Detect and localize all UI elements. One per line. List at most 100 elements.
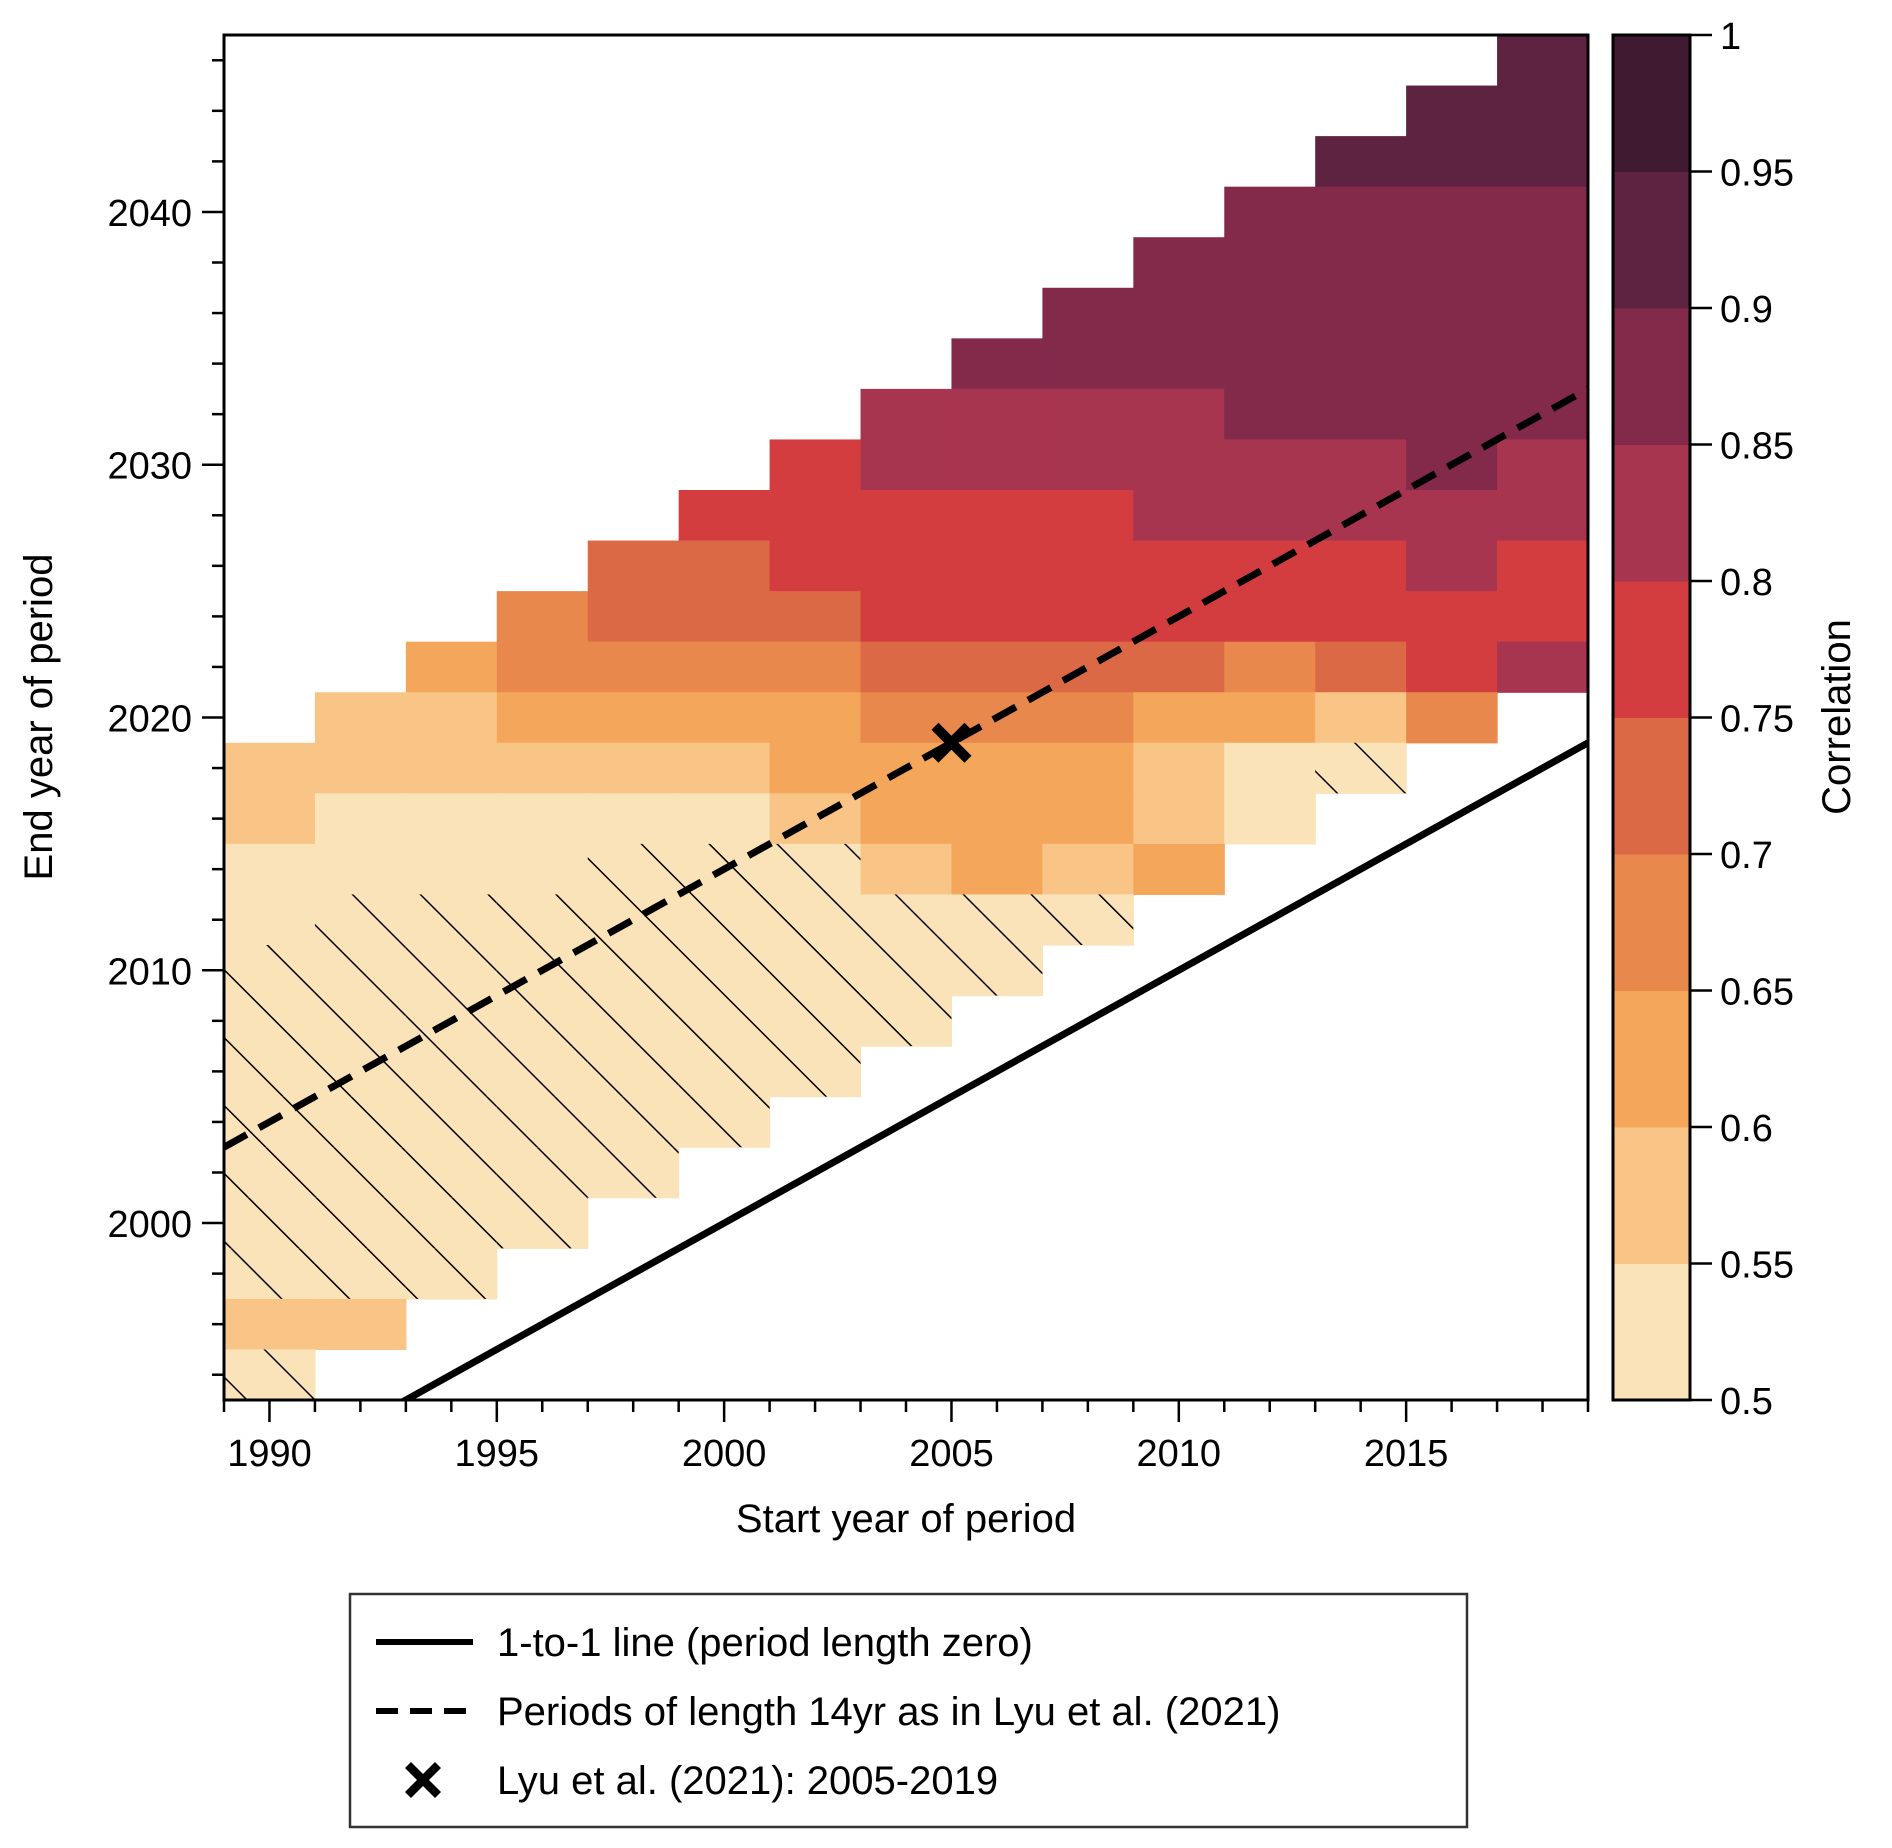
hatch-overlay [405, 894, 497, 945]
heatmap-cell [678, 742, 771, 794]
heatmap-cell [224, 793, 316, 845]
heatmap-cell [860, 641, 953, 693]
hatch-overlay [678, 1096, 770, 1148]
heatmap-cell [1406, 136, 1498, 188]
x-tick-label: 1995 [455, 1433, 540, 1475]
heatmap-cell [1315, 692, 1407, 744]
heatmap-cell [1406, 388, 1498, 441]
hatch-overlay [769, 995, 861, 1047]
colorbar-tick-label: 0.95 [1720, 153, 1794, 195]
hatch-overlay [405, 1248, 497, 1299]
heatmap-cell [678, 540, 771, 592]
heatmap-cell [678, 793, 771, 845]
heatmap-cell [405, 843, 498, 896]
heatmap-cell [1406, 591, 1498, 643]
colorbar-tick-label: 0.75 [1720, 699, 1794, 741]
heatmap-cell [1406, 237, 1498, 289]
hatch-overlay [587, 945, 679, 996]
heatmap-cell [1042, 287, 1134, 339]
heatmap-cell [1406, 287, 1498, 339]
heatmap-cell [860, 388, 953, 441]
heatmap-cell [860, 490, 953, 542]
heatmap-cell [1042, 793, 1134, 845]
colorbar-bin [1613, 581, 1690, 718]
hatch-overlay [769, 945, 861, 996]
heatmap-cell [1133, 388, 1225, 441]
heatmap-cell [1042, 591, 1134, 643]
dashed-14yr-line [224, 385, 1588, 1151]
heatmap-cell [1406, 186, 1498, 238]
heatmap-cell [314, 742, 407, 794]
colorbar-bin [1613, 717, 1690, 855]
heatmap-cell [1042, 490, 1134, 542]
hatch-overlay [224, 1349, 315, 1400]
heatmap-cell [678, 641, 771, 693]
heatmap-cell [769, 641, 862, 693]
heatmap-cell [951, 641, 1043, 693]
heatmap-cell [860, 793, 953, 845]
heatmap-cell [1497, 35, 1588, 87]
heatmap-cell [1224, 388, 1316, 441]
colorbar-bin [1613, 854, 1690, 991]
heatmap-cell [1042, 540, 1134, 592]
heatmap-cell [1315, 439, 1407, 491]
hatch-overlay [314, 1046, 406, 1097]
heatmap-cell [951, 490, 1043, 542]
heatmap-cell [951, 843, 1043, 896]
hatch-overlay [860, 894, 952, 945]
heatmap-cell [405, 692, 498, 744]
heatmap-cell [860, 591, 953, 643]
heatmap-cell [1497, 641, 1588, 693]
hatch-overlay [587, 1046, 679, 1097]
heatmap-cell [860, 439, 953, 491]
heatmap-cell [1224, 641, 1316, 693]
heatmap-cell [951, 591, 1043, 643]
x-tick-label: 2015 [1364, 1433, 1449, 1475]
hatch-overlay [678, 894, 770, 945]
heatmap-cell [1224, 591, 1316, 643]
heatmap-cell [1497, 287, 1588, 339]
y-tick-label: 2030 [107, 446, 192, 488]
heatmap-cell [769, 490, 862, 542]
heatmap-cell [1133, 490, 1225, 542]
heatmap-cell [587, 540, 680, 592]
heatmap-cell [1315, 591, 1407, 643]
heatmap-cell [1497, 439, 1588, 491]
heatmap-cell [1224, 540, 1316, 592]
hatch-overlay [769, 843, 861, 895]
x-axis: 1990 1995 2000 2005 2010 2015 [222, 1400, 1590, 1475]
colorbar-bin [1613, 990, 1690, 1128]
heatmap-cell [769, 793, 862, 845]
heatmap-cell [1133, 641, 1225, 693]
heatmap-cell [405, 793, 498, 845]
heatmap-cell [587, 692, 680, 744]
hatch-overlay [587, 1147, 679, 1198]
heatmap-cell [1497, 186, 1588, 238]
legend-x-marker-icon [405, 1762, 441, 1798]
hatch-overlay [678, 995, 770, 1047]
one-to-one-line [398, 739, 1588, 1400]
heatmap-cell [1224, 692, 1316, 744]
heatmap-cell [1497, 136, 1588, 188]
lyu-2005-2019-marker [931, 722, 972, 763]
heatmap-cell [1315, 136, 1407, 188]
heatmap-cell [1315, 388, 1407, 441]
heatmap-cell [1406, 490, 1498, 542]
colorbar-tick-label: 1 [1720, 16, 1741, 58]
hatch-overlay [587, 995, 679, 1047]
heatmap-cell [769, 540, 862, 592]
heatmap-cell [1497, 540, 1588, 592]
heatmap-cell [1224, 237, 1316, 289]
y-tick-label: 2020 [107, 699, 192, 741]
hatch-overlay [224, 1147, 315, 1198]
heatmap-cell [1406, 641, 1498, 693]
hatch-overlay [224, 1248, 315, 1299]
hatch-overlay [224, 1046, 315, 1097]
heatmap-cell [678, 490, 771, 542]
x-axis-title: Start year of period [736, 1497, 1076, 1541]
heatmap-cell [1133, 793, 1225, 845]
x-tick-label: 1990 [227, 1433, 312, 1475]
hatch-overlay [678, 945, 770, 996]
heatmap-cell [224, 1298, 316, 1351]
